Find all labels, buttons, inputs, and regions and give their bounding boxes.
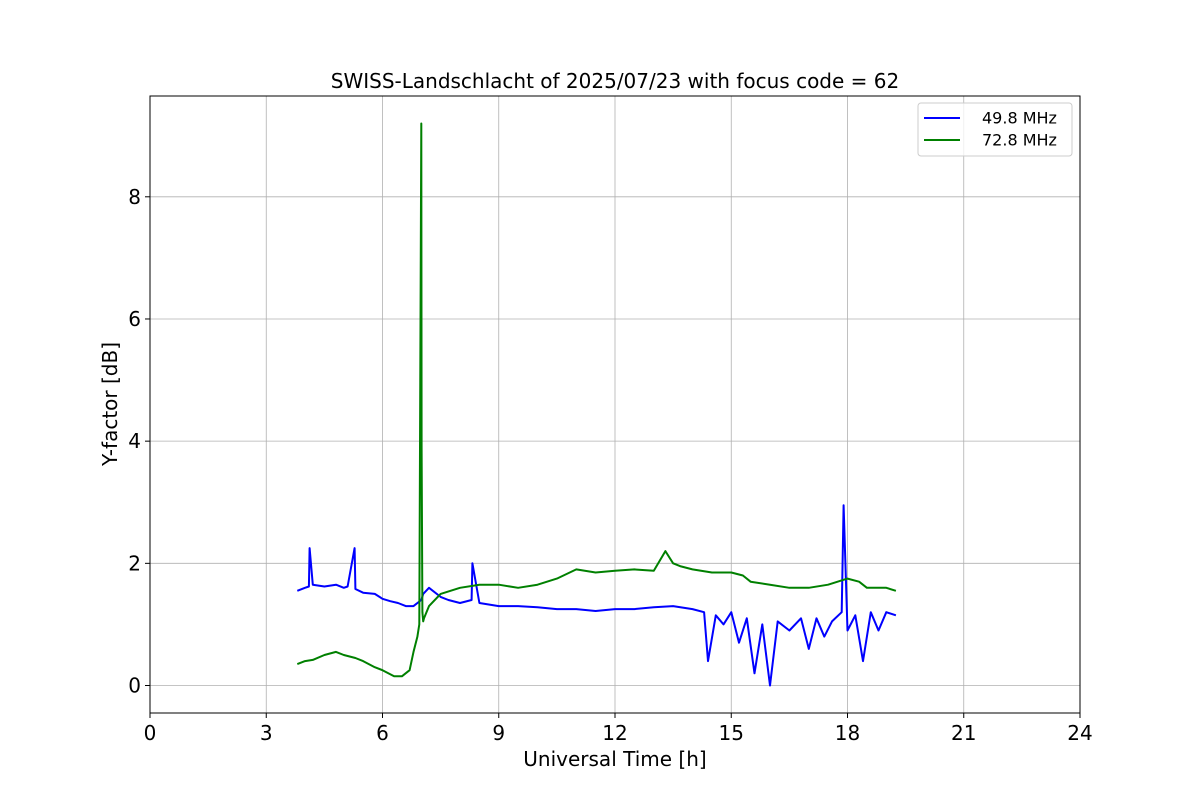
legend-label-49-8: 49.8 MHz [982, 109, 1057, 128]
x-axis-ticks: 0 3 6 9 12 15 18 21 24 [144, 713, 1093, 745]
chart-title: SWISS-Landschlacht of 2025/07/23 with fo… [331, 69, 899, 93]
series-line-1 [296, 504, 897, 687]
y-tick-label: 6 [128, 307, 141, 331]
x-tick-label: 0 [144, 721, 157, 745]
legend-label-72-8: 72.8 MHz [982, 131, 1057, 150]
y-tick-label: 4 [128, 429, 141, 453]
series-lines [296, 122, 897, 687]
x-tick-label: 12 [602, 721, 627, 745]
legend-box [917, 102, 1073, 157]
grid-lines [149, 96, 1081, 713]
x-tick-label: 18 [835, 721, 860, 745]
y-axis-label: Y-factor [dB] [98, 342, 122, 467]
y-tick-label: 8 [128, 185, 141, 209]
x-tick-label: 3 [260, 721, 273, 745]
y-axis-ticks: 0 2 4 6 8 [128, 185, 150, 698]
y-tick-label: 0 [128, 674, 141, 698]
x-tick-label: 24 [1067, 721, 1092, 745]
x-tick-label: 15 [719, 721, 744, 745]
x-tick-label: 9 [492, 721, 505, 745]
x-axis-label: Universal Time [h] [523, 747, 706, 771]
x-tick-label: 6 [376, 721, 389, 745]
x-tick-label: 21 [951, 721, 976, 745]
legend: 49.8 MHz 72.8 MHz [917, 102, 1073, 157]
y-tick-label: 2 [128, 551, 141, 575]
series-line-2 [296, 122, 897, 678]
